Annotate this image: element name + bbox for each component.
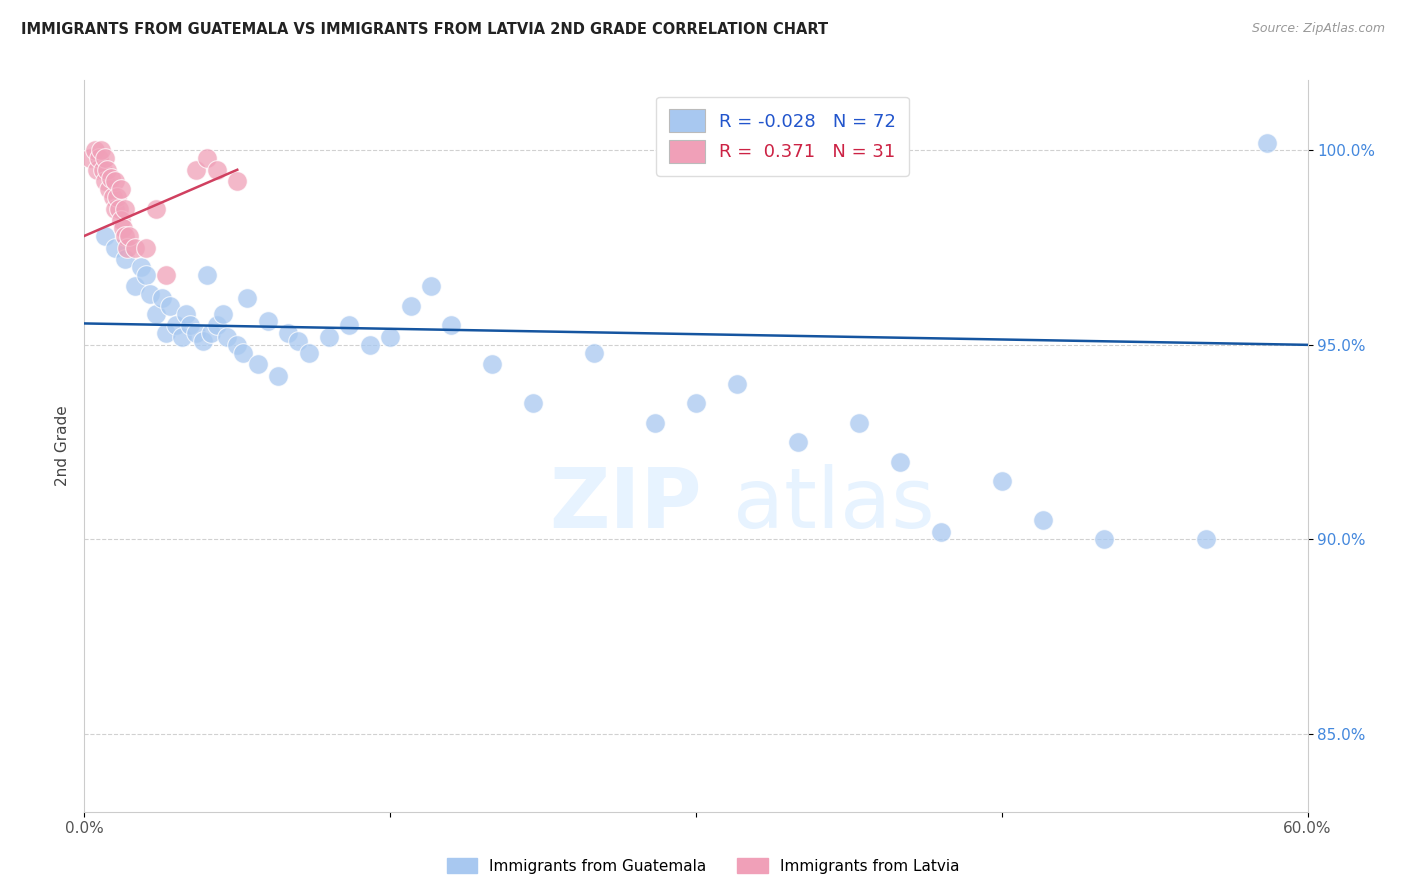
- Point: [200, 326, 222, 341]
- Point: [87, 151, 110, 165]
- Point: [359, 338, 381, 352]
- Point: [172, 330, 194, 344]
- Point: [135, 268, 157, 282]
- Point: [174, 307, 197, 321]
- Point: [159, 299, 181, 313]
- Text: ZIP: ZIP: [550, 464, 702, 545]
- Point: [112, 221, 135, 235]
- Point: [195, 151, 218, 165]
- Point: [96, 162, 118, 177]
- Point: [1092, 533, 1115, 547]
- Point: [150, 291, 173, 305]
- Point: [114, 228, 136, 243]
- Point: [380, 330, 402, 344]
- Point: [124, 279, 146, 293]
- Point: [205, 162, 228, 177]
- Point: [165, 318, 187, 333]
- Legend: Immigrants from Guatemala, Immigrants from Latvia: Immigrants from Guatemala, Immigrants fr…: [440, 852, 966, 880]
- Point: [217, 330, 239, 344]
- Point: [725, 376, 748, 391]
- Text: Source: ZipAtlas.com: Source: ZipAtlas.com: [1251, 22, 1385, 36]
- Point: [440, 318, 463, 333]
- Point: [124, 241, 146, 255]
- Point: [195, 268, 218, 282]
- Point: [79, 151, 101, 165]
- Point: [246, 357, 269, 371]
- Point: [110, 182, 132, 196]
- Point: [97, 182, 120, 196]
- Point: [1195, 533, 1218, 547]
- Point: [582, 345, 605, 359]
- Point: [86, 162, 108, 177]
- Point: [212, 307, 235, 321]
- Point: [115, 241, 138, 255]
- Point: [399, 299, 422, 313]
- Point: [522, 396, 544, 410]
- Point: [990, 474, 1012, 488]
- Point: [138, 287, 160, 301]
- Point: [226, 174, 249, 188]
- Point: [131, 260, 153, 274]
- Point: [135, 241, 157, 255]
- Point: [298, 345, 321, 359]
- Point: [114, 252, 136, 267]
- Point: [104, 241, 127, 255]
- Point: [104, 174, 127, 188]
- Point: [318, 330, 340, 344]
- Point: [90, 144, 112, 158]
- Point: [267, 368, 290, 383]
- Legend: R = -0.028   N = 72, R =  0.371   N = 31: R = -0.028 N = 72, R = 0.371 N = 31: [657, 96, 908, 176]
- Point: [93, 228, 115, 243]
- Y-axis label: 2nd Grade: 2nd Grade: [55, 406, 70, 486]
- Point: [93, 151, 115, 165]
- Point: [1256, 136, 1278, 150]
- Point: [108, 202, 131, 216]
- Point: [277, 326, 299, 341]
- Text: IMMIGRANTS FROM GUATEMALA VS IMMIGRANTS FROM LATVIA 2ND GRADE CORRELATION CHART: IMMIGRANTS FROM GUATEMALA VS IMMIGRANTS …: [21, 22, 828, 37]
- Point: [257, 314, 280, 328]
- Point: [287, 334, 309, 348]
- Point: [93, 174, 115, 188]
- Point: [889, 454, 911, 468]
- Point: [191, 334, 214, 348]
- Text: atlas: atlas: [733, 464, 935, 545]
- Point: [685, 396, 707, 410]
- Point: [91, 162, 114, 177]
- Point: [236, 291, 259, 305]
- Point: [481, 357, 503, 371]
- Point: [145, 307, 167, 321]
- Point: [205, 318, 228, 333]
- Point: [104, 202, 127, 216]
- Point: [232, 345, 254, 359]
- Point: [145, 202, 167, 216]
- Point: [186, 326, 208, 341]
- Point: [83, 144, 105, 158]
- Point: [179, 318, 201, 333]
- Point: [101, 190, 124, 204]
- Point: [110, 213, 132, 227]
- Point: [929, 524, 952, 539]
- Point: [118, 228, 141, 243]
- Point: [339, 318, 360, 333]
- Point: [1032, 513, 1054, 527]
- Point: [644, 416, 666, 430]
- Point: [226, 338, 249, 352]
- Point: [100, 170, 122, 185]
- Point: [114, 202, 136, 216]
- Point: [155, 268, 177, 282]
- Point: [787, 435, 810, 450]
- Point: [186, 162, 208, 177]
- Point: [420, 279, 443, 293]
- Point: [155, 326, 177, 341]
- Point: [848, 416, 870, 430]
- Point: [105, 190, 128, 204]
